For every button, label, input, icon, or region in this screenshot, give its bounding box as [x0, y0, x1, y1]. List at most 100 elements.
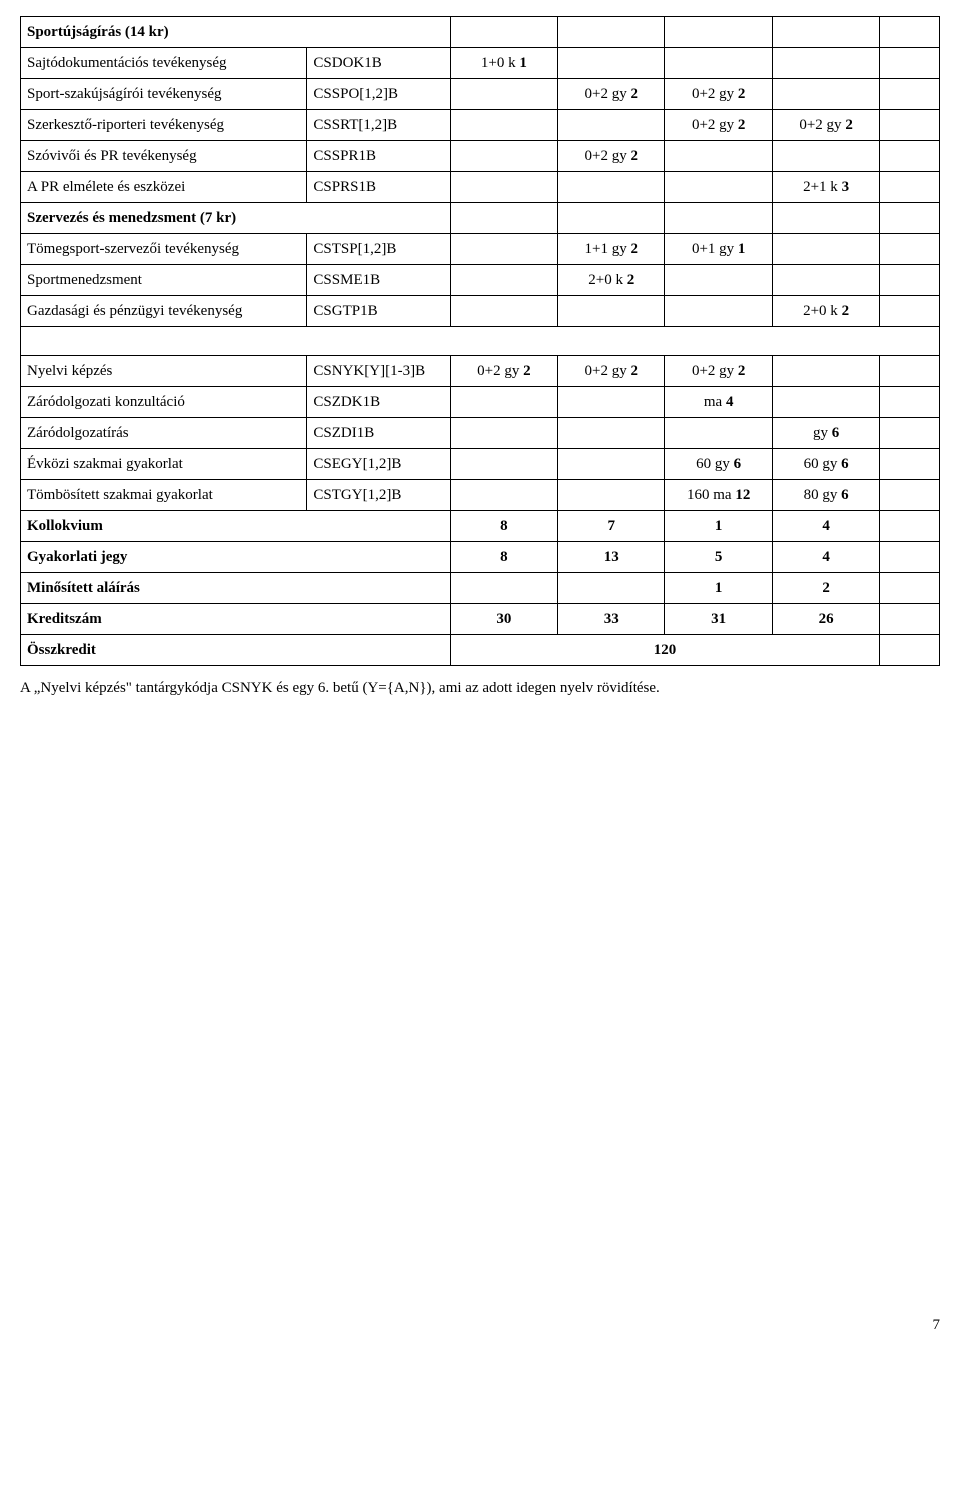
course-name: Szóvivői és PR tevékenység	[21, 141, 307, 172]
cell-c5	[665, 418, 772, 449]
summary-row: Kollokvium8714	[21, 511, 940, 542]
course-row: Záródolgozati konzultációCSZDK1B ma 4	[21, 387, 940, 418]
cell-c7	[880, 356, 940, 387]
cell-c4	[558, 48, 665, 79]
course-name: A PR elmélete és eszközei	[21, 172, 307, 203]
cell-c7	[880, 296, 940, 327]
total-value: 120	[450, 635, 880, 666]
cell-c6	[772, 387, 879, 418]
summary-c6: 2	[772, 573, 879, 604]
course-name: Sport-szakújságírói tevékenység	[21, 79, 307, 110]
course-name: Szerkesztő-riporteri tevékenység	[21, 110, 307, 141]
course-row: Sajtódokumentációs tevékenységCSDOK1B1+0…	[21, 48, 940, 79]
curriculum-table: Sportújságírás (14 kr)Sajtódokumentációs…	[20, 16, 940, 666]
cell-c4: 1+1 gy 2	[558, 234, 665, 265]
cell-c6	[772, 48, 879, 79]
footnote-text: A „Nyelvi képzés" tantárgykódja CSNYK és…	[20, 680, 940, 697]
course-row: ZáródolgozatírásCSZDI1Bgy 6	[21, 418, 940, 449]
cell-c7	[880, 635, 940, 666]
cell-c7	[880, 387, 940, 418]
cell-c4	[558, 449, 665, 480]
course-code: CSTGY[1,2]B	[307, 480, 450, 511]
course-name: Záródolgozati konzultáció	[21, 387, 307, 418]
spacer-row	[21, 327, 940, 356]
cell-c4: 2+0 k 2	[558, 265, 665, 296]
section-header-row: Szervezés és menedzsment (7 kr)	[21, 203, 940, 234]
cell-c6: 0+2 gy 2	[772, 110, 879, 141]
cell-c4	[558, 387, 665, 418]
summary-c3: 8	[450, 542, 557, 573]
course-row: SportmenedzsmentCSSME1B 2+0 k 2	[21, 265, 940, 296]
summary-c4	[558, 573, 665, 604]
summary-row: Minősített aláírás12	[21, 573, 940, 604]
cell-c6: 2+1 k 3	[772, 172, 879, 203]
course-name: Sajtódokumentációs tevékenység	[21, 48, 307, 79]
cell-c3: 1+0 k 1	[450, 48, 557, 79]
cell-c7	[880, 542, 940, 573]
summary-c6: 4	[772, 511, 879, 542]
cell-c6: 80 gy 6	[772, 480, 879, 511]
course-code: CSSME1B	[307, 265, 450, 296]
cell-c3	[450, 418, 557, 449]
cell-c3	[450, 172, 557, 203]
course-code: CSEGY[1,2]B	[307, 449, 450, 480]
total-row: Összkredit120	[21, 635, 940, 666]
course-name: Tömegsport-szervezői tevékenység	[21, 234, 307, 265]
cell-c7	[880, 265, 940, 296]
course-code: CSZDK1B	[307, 387, 450, 418]
cell-c7	[880, 48, 940, 79]
cell-c5: 0+2 gy 2	[665, 79, 772, 110]
summary-c4: 33	[558, 604, 665, 635]
course-code: CSSRT[1,2]B	[307, 110, 450, 141]
cell-c5: 60 gy 6	[665, 449, 772, 480]
summary-c4: 13	[558, 542, 665, 573]
cell-c6	[772, 265, 879, 296]
summary-row: Gyakorlati jegy81354	[21, 542, 940, 573]
course-name: Sportmenedzsment	[21, 265, 307, 296]
summary-c5: 1	[665, 511, 772, 542]
cell-c4	[558, 418, 665, 449]
cell-c7	[880, 234, 940, 265]
course-row: Tömbösített szakmai gyakorlatCSTGY[1,2]B…	[21, 480, 940, 511]
cell-c3: 0+2 gy 2	[450, 356, 557, 387]
section-title: Szervezés és menedzsment (7 kr)	[21, 203, 451, 234]
cell-c5: 0+1 gy 1	[665, 234, 772, 265]
course-row: Tömegsport-szervezői tevékenységCSTSP[1,…	[21, 234, 940, 265]
cell-c3	[450, 480, 557, 511]
cell-c3	[450, 449, 557, 480]
cell-c3	[450, 110, 557, 141]
cell-c4	[558, 296, 665, 327]
cell-c5	[665, 172, 772, 203]
cell-c7	[880, 480, 940, 511]
cell-c7	[880, 141, 940, 172]
course-name: Tömbösített szakmai gyakorlat	[21, 480, 307, 511]
summary-c5: 1	[665, 573, 772, 604]
total-label: Összkredit	[21, 635, 451, 666]
cell-c7	[880, 449, 940, 480]
summary-c6: 4	[772, 542, 879, 573]
summary-label: Gyakorlati jegy	[21, 542, 451, 573]
summary-label: Kreditszám	[21, 604, 451, 635]
cell-c7	[880, 172, 940, 203]
cell-c4: 0+2 gy 2	[558, 141, 665, 172]
course-row: Gazdasági és pénzügyi tevékenységCSGTP1B…	[21, 296, 940, 327]
summary-row: Kreditszám30333126	[21, 604, 940, 635]
cell-c3	[450, 265, 557, 296]
cell-c3	[450, 296, 557, 327]
cell-c3	[450, 387, 557, 418]
cell-c6: 2+0 k 2	[772, 296, 879, 327]
summary-c3: 8	[450, 511, 557, 542]
summary-c4: 7	[558, 511, 665, 542]
course-row: A PR elmélete és eszközeiCSPRS1B2+1 k 3	[21, 172, 940, 203]
summary-label: Kollokvium	[21, 511, 451, 542]
cell-c4	[558, 480, 665, 511]
course-row: Szóvivői és PR tevékenységCSSPR1B0+2 gy …	[21, 141, 940, 172]
section-header-row: Sportújságírás (14 kr)	[21, 17, 940, 48]
summary-c3	[450, 573, 557, 604]
cell-c7	[880, 573, 940, 604]
course-name: Záródolgozatírás	[21, 418, 307, 449]
course-code: CSTSP[1,2]B	[307, 234, 450, 265]
course-row: Évközi szakmai gyakorlatCSEGY[1,2]B60 gy…	[21, 449, 940, 480]
cell-c4	[558, 172, 665, 203]
cell-c5: ma 4	[665, 387, 772, 418]
